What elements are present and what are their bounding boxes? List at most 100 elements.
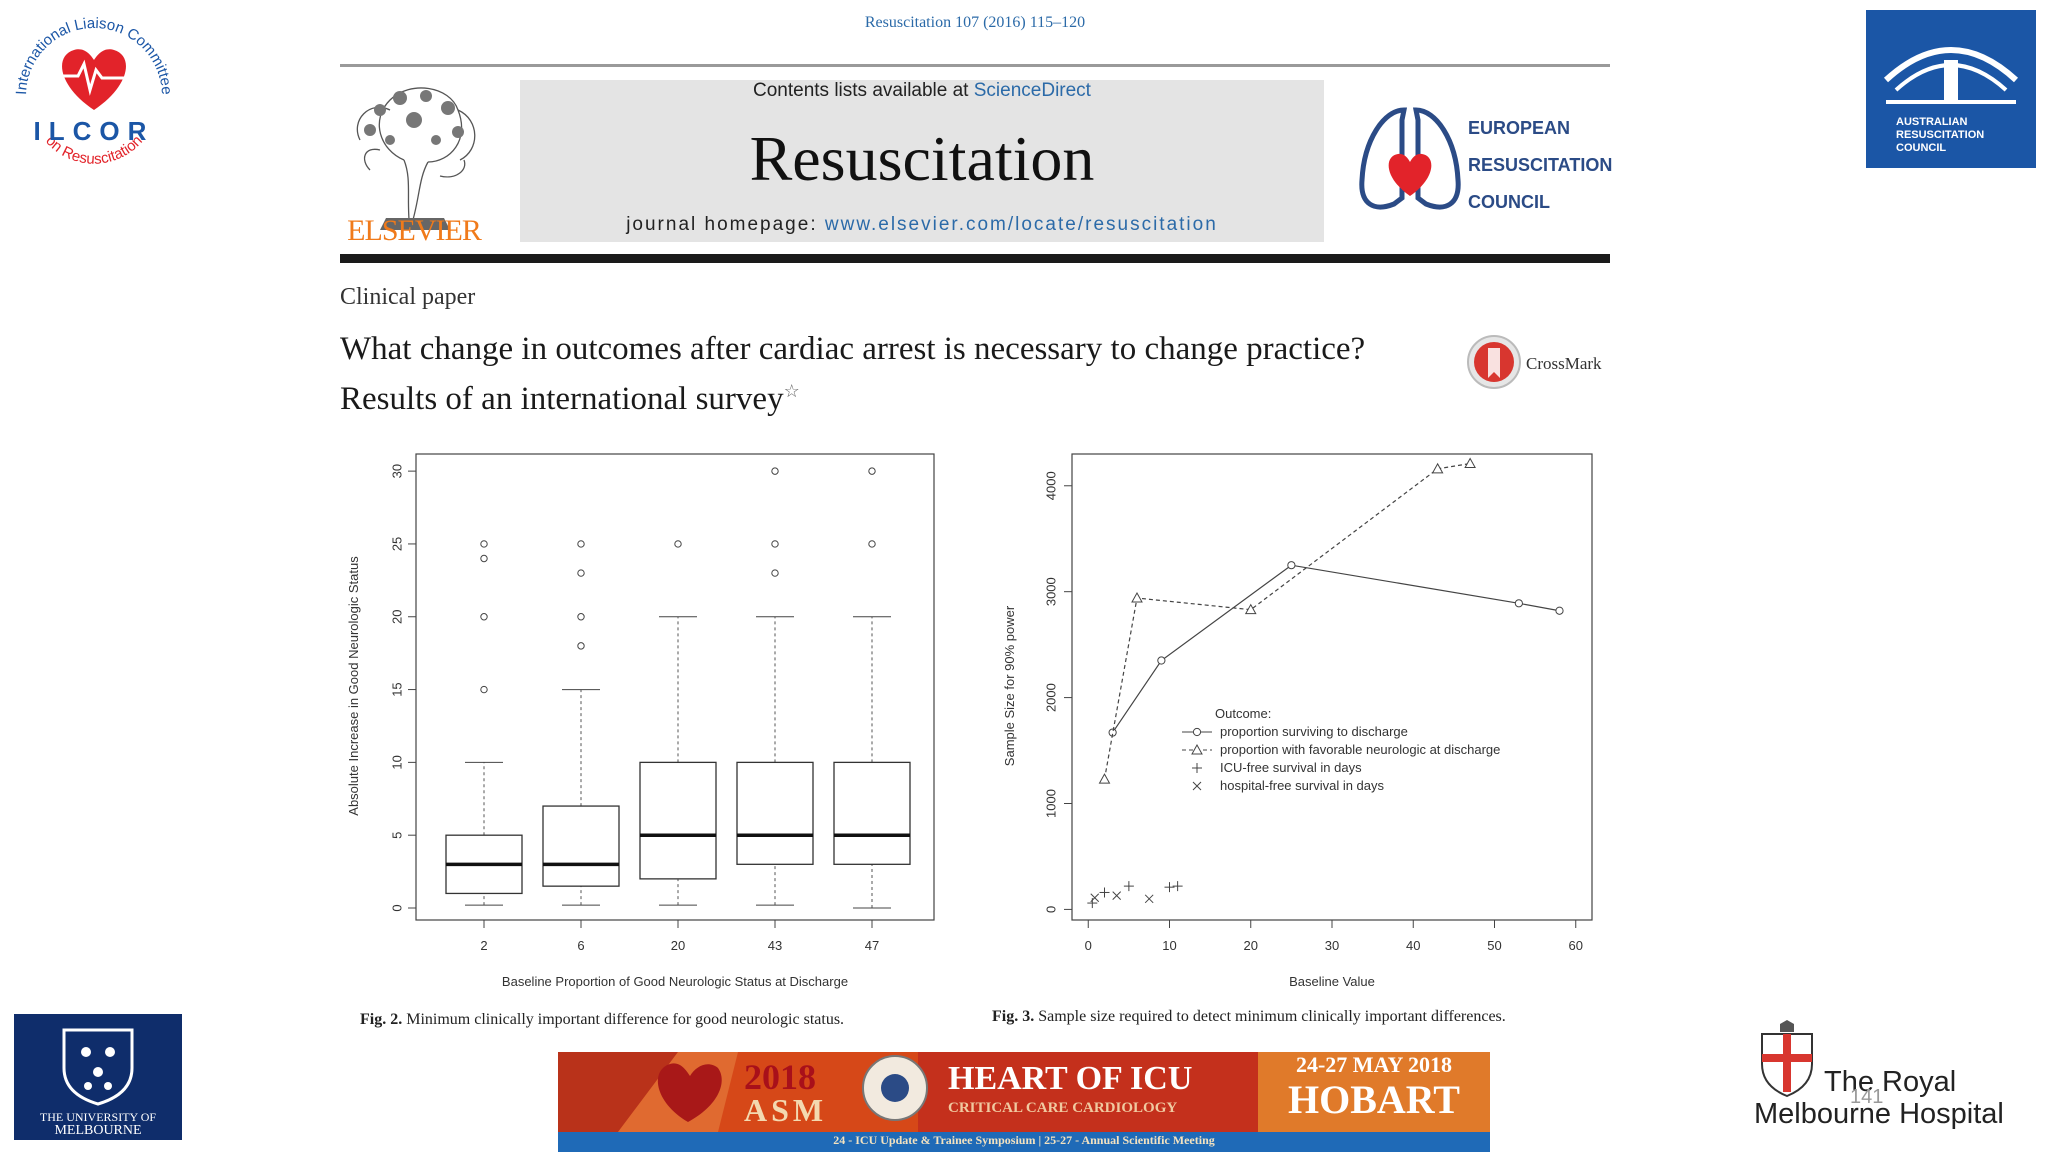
banner-footer: 24 - ICU Update & Trainee Symposium | 25… [833, 1133, 1215, 1147]
fig3-series-0 [1108, 561, 1564, 737]
fig2-caption: Fig. 2. Minimum clinically important dif… [360, 1011, 844, 1029]
ilcor-letters: ILCOR [34, 116, 155, 146]
fig3-point-plus [1164, 882, 1175, 893]
fig2-xtick-label: 47 [865, 938, 879, 953]
arc-wordmark: AUSTRALIAN RESUSCITATION COUNCIL [1896, 116, 2026, 155]
fig3-xtick-label: 10 [1162, 938, 1176, 953]
fig2-ytick-label: 20 [389, 610, 404, 624]
banner-asm: ASM [744, 1092, 828, 1128]
fig3-legend-label: proportion with favorable neurologic at … [1220, 742, 1500, 757]
fig2-outlier [480, 540, 488, 548]
fig3-series-1 [1098, 457, 1476, 784]
fig3-point-circle [1192, 727, 1202, 737]
fig3-point-cross [1192, 781, 1202, 791]
rmh-line-2: Melbourne Hospital [1754, 1098, 2004, 1130]
fig2-ytick-label: 25 [389, 537, 404, 551]
crossmark-label: CrossMark [1526, 354, 1602, 373]
fig3-point-triangle [1244, 603, 1257, 615]
sciencedirect-link[interactable]: ScienceDirect [973, 80, 1091, 101]
paper-title-footnote-mark: ☆ [783, 381, 800, 401]
fig3-series-line [1103, 462, 1471, 780]
fig3-x-axis: 0 10 20 30 40 50 60 [1085, 920, 1583, 953]
fig3-point-triangle [1131, 592, 1143, 603]
fig2-outlier [674, 540, 682, 548]
fig3-series-2 [1087, 881, 1183, 909]
fig3-xlabel: Baseline Value [1289, 974, 1375, 989]
banner-pattern [558, 1052, 1490, 1132]
fig2-ytick-label: 15 [389, 682, 404, 696]
paper-title-text: What change in outcomes after cardiac ar… [340, 331, 1366, 417]
fig3-legend: Outcome: proportion surviving to dischar… [1182, 706, 1500, 793]
header-divider [340, 64, 1610, 67]
fig3-series-line [1112, 564, 1560, 733]
fig2-boxplot: 0 5 10 15 20 25 30 2 6 20 43 47 Absolute Increase … [346, 453, 935, 989]
fig3-legend-label: proportion surviving to discharge [1220, 724, 1408, 739]
arc-line-2: RESUSCITATION [1896, 129, 1985, 141]
fig3-legend-title: Outcome: [1215, 706, 1271, 721]
slide-number: 141 [1850, 1086, 1884, 1108]
fig3-ytick-label: 2000 [1043, 683, 1058, 712]
conference-banner: 2018 ASM HEART OF ICU CRITICAL CARE CARD… [558, 1052, 1490, 1152]
fig3-point-circle [1555, 606, 1564, 615]
rmh-crest-icon [1761, 1020, 1813, 1098]
homepage-line: journal homepage: www.elsevier.com/locat… [520, 214, 1324, 236]
fig3-ytick-label: 3000 [1043, 577, 1058, 606]
crossmark-icon[interactable] [1466, 334, 1522, 390]
fig3-cross-b [1192, 781, 1202, 791]
elsevier-wordmark: ELSEVIER [347, 214, 482, 247]
fig3-series [1087, 457, 1564, 909]
banner-city: HOBART [1288, 1077, 1460, 1122]
paper-title: What change in outcomes after cardiac ar… [340, 328, 1420, 420]
fig3-caption-text: Sample size required to detect minimum c… [1038, 1008, 1506, 1025]
fig2-xtick-label: 6 [577, 938, 584, 953]
erc-line-3: COUNCIL [1468, 192, 1550, 212]
fig2-x-axis: 2 6 20 43 47 [480, 920, 879, 953]
fig3-cross-b [1144, 894, 1154, 904]
fig2-outlier [771, 467, 779, 475]
fig3-xtick-label: 50 [1487, 938, 1501, 953]
fig3-xtick-label: 30 [1325, 938, 1339, 953]
fig2-outlier [868, 467, 876, 475]
homepage-prefix: journal homepage: [626, 214, 825, 235]
fig3-xtick-label: 60 [1569, 938, 1583, 953]
journal-citation: Resuscitation 107 (2016) 115–120 [864, 14, 1086, 31]
fig2-box [542, 805, 620, 887]
fig3-point-plus [1123, 881, 1134, 892]
fig3-series-3 [1090, 891, 1154, 904]
fig3-point-triangle [1191, 743, 1203, 755]
uom-wordmark: THE UNIVERSITY OF MELBOURNE [14, 1110, 182, 1138]
banner-strip: 24 - ICU Update & Trainee Symposium | 25… [558, 1132, 1490, 1152]
arc-line-1: AUSTRALIAN [1896, 116, 1968, 128]
fig2-ytick-label: 5 [389, 832, 404, 839]
banner-heading: HEART OF ICU [948, 1060, 1193, 1097]
paper-type: Clinical paper [340, 284, 476, 310]
homepage-link[interactable]: www.elsevier.com/locate/resuscitation [824, 214, 1218, 235]
rmh-line-1: The Royal [1824, 1066, 1957, 1098]
fig3-ylabel: Sample Size for 90% power [1002, 605, 1017, 766]
contents-prefix: Contents lists available at [753, 80, 974, 101]
erc-lungs-heart-icon [1359, 107, 1461, 210]
fig2-ytick-label: 0 [389, 904, 404, 911]
contents-line: Contents lists available at ScienceDirec… [520, 80, 1324, 102]
fig2-outlier [868, 540, 876, 548]
fig2-plot-frame [415, 453, 935, 921]
ilcor-logo: International Liaison Committee on Resus… [13, 15, 175, 168]
fig3-xtick-label: 20 [1244, 938, 1258, 953]
fig2-xtick-label: 20 [671, 938, 685, 953]
fig2-outlier [577, 569, 585, 577]
fig3-cross-b [1112, 891, 1122, 900]
fig3-plot-frame [1071, 453, 1593, 921]
fig2-outlier [771, 569, 779, 577]
fig2-caption-text: Minimum clinically important difference … [406, 1011, 845, 1028]
fig3-lineplot: 0 1000 2000 3000 4000 0 10 20 30 40 50 60 Outcome:… [1002, 453, 1593, 989]
fig3-point-triangle [1098, 773, 1111, 784]
fig3-point-circle [1514, 599, 1523, 608]
fig3-xtick-label: 0 [1085, 938, 1092, 953]
header-thick-rule [340, 254, 1610, 263]
fig3-point-triangle [1464, 457, 1476, 469]
fig2-box [833, 761, 911, 865]
fig2-ytick-label: 10 [389, 755, 404, 769]
uom-line-1: THE UNIVERSITY OF [39, 1110, 157, 1124]
fig2-box [639, 761, 717, 880]
fig3-point-triangle [1431, 462, 1444, 474]
